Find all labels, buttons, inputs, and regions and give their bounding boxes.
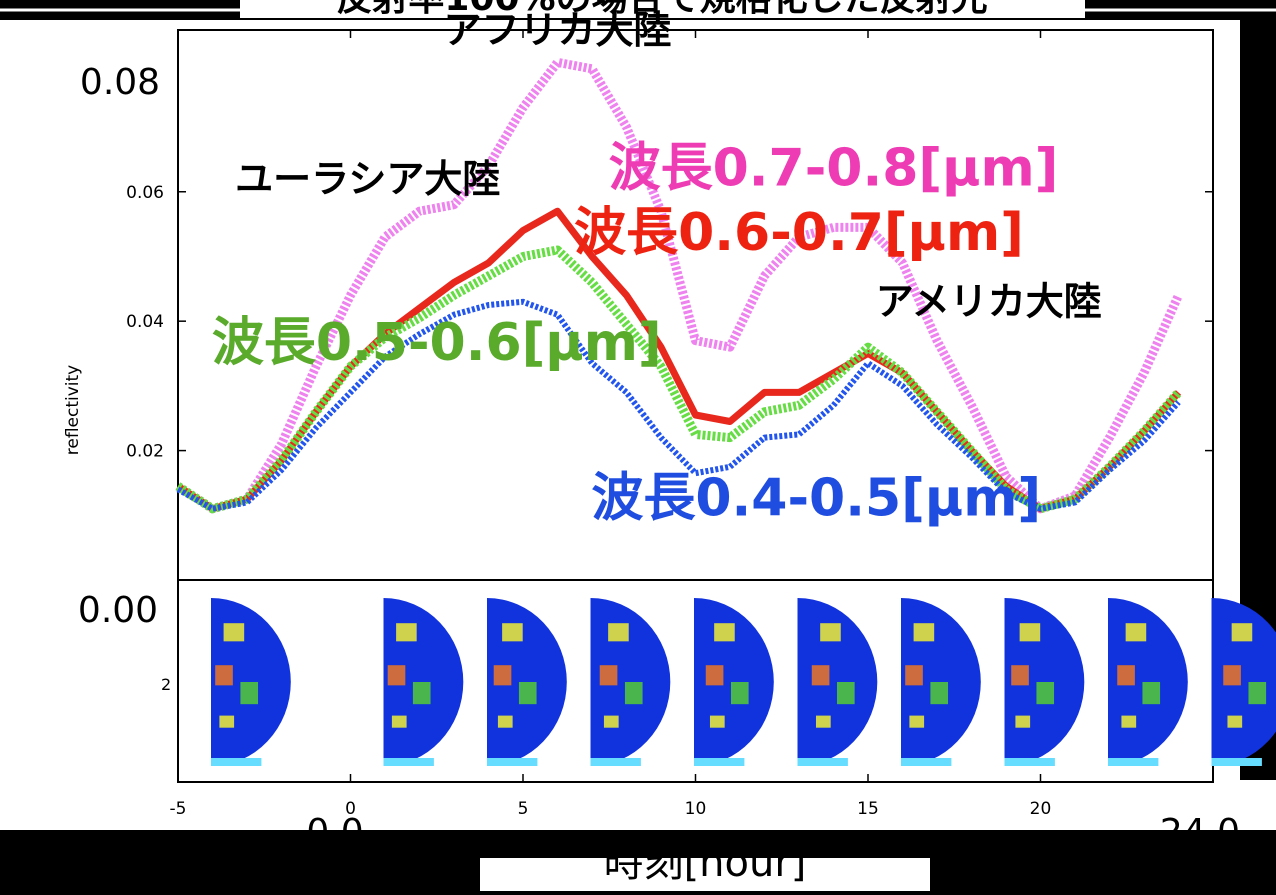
land-patch	[1121, 716, 1136, 728]
x-tick-label-2: 5	[518, 799, 529, 819]
land-patch	[219, 716, 234, 728]
ice-cap	[694, 758, 744, 766]
big-label-x-end: 24.0	[1160, 812, 1240, 853]
land-patch	[812, 665, 830, 685]
land-patch	[608, 623, 629, 641]
annotation-2: アメリカ大陸	[876, 280, 1102, 324]
ice-cap	[591, 758, 641, 766]
land-patch	[731, 682, 749, 704]
land-patch	[905, 665, 923, 685]
annotation-0: アフリカ大陸	[443, 8, 671, 52]
big-label-y-top: 0.08	[80, 62, 160, 103]
land-patch	[914, 623, 935, 641]
land-patch	[215, 665, 233, 685]
y-tick-label-0: 0.02	[126, 442, 164, 462]
land-patch	[388, 665, 406, 685]
ice-cap	[798, 758, 848, 766]
x-tick-label-5: 20	[1030, 799, 1052, 819]
big-label-x-start: 0.0	[306, 812, 363, 853]
land-patch	[502, 623, 523, 641]
ice-cap	[901, 758, 951, 766]
land-patch	[1117, 665, 1135, 685]
x-tick-label-3: 10	[685, 799, 707, 819]
land-patch	[600, 665, 618, 685]
annotation-1: ユーラシア大陸	[235, 157, 500, 201]
land-patch	[1232, 623, 1253, 641]
land-patch	[710, 716, 725, 728]
series-label-3: 波長0.4-0.5[μm]	[591, 468, 1041, 528]
land-patch	[519, 682, 537, 704]
ice-cap	[1212, 758, 1262, 766]
land-patch	[714, 623, 735, 641]
land-patch	[1015, 716, 1030, 728]
series-label-2: 波長0.5-0.6[μm]	[212, 313, 662, 373]
series-label-1: 波長0.6-0.7[μm]	[574, 203, 1024, 263]
land-patch	[930, 682, 948, 704]
land-patch	[396, 623, 417, 641]
x-tick-label-0: -5	[170, 799, 187, 819]
land-patch	[413, 682, 431, 704]
ice-cap	[211, 758, 261, 766]
ice-cap	[1108, 758, 1158, 766]
land-patch	[1223, 665, 1241, 685]
series-label-0: 波長0.7-0.8[μm]	[609, 138, 1059, 198]
land-patch	[837, 682, 855, 704]
globe-panel-tick-label: 2	[161, 675, 171, 694]
ice-cap	[1005, 758, 1055, 766]
land-patch	[816, 716, 831, 728]
land-patch	[909, 716, 924, 728]
land-patch	[1036, 682, 1054, 704]
x-tick-label-4: 15	[857, 799, 879, 819]
land-patch	[494, 665, 512, 685]
earth-phase-9	[1212, 598, 1276, 766]
y-axis-label: reflectivity	[63, 365, 83, 456]
land-patch	[1227, 716, 1242, 728]
land-patch	[1011, 665, 1029, 685]
land-patch	[1020, 623, 1041, 641]
land-patch	[604, 716, 619, 728]
land-patch	[1248, 682, 1266, 704]
ice-cap	[487, 758, 537, 766]
x-axis-label: 時刻[hour]	[604, 840, 807, 886]
land-patch	[625, 682, 643, 704]
y-tick-label-2: 0.06	[126, 183, 164, 203]
land-patch	[498, 716, 513, 728]
bottom-block-left	[0, 830, 480, 891]
land-patch	[820, 623, 841, 641]
ice-cap	[384, 758, 434, 766]
land-patch	[1142, 682, 1160, 704]
land-patch	[392, 716, 407, 728]
y-tick-label-1: 0.04	[126, 312, 164, 332]
land-patch	[240, 682, 258, 704]
land-patch	[224, 623, 245, 641]
land-patch	[706, 665, 724, 685]
land-patch	[1126, 623, 1147, 641]
big-label-y-bottom: 0.00	[78, 590, 158, 631]
